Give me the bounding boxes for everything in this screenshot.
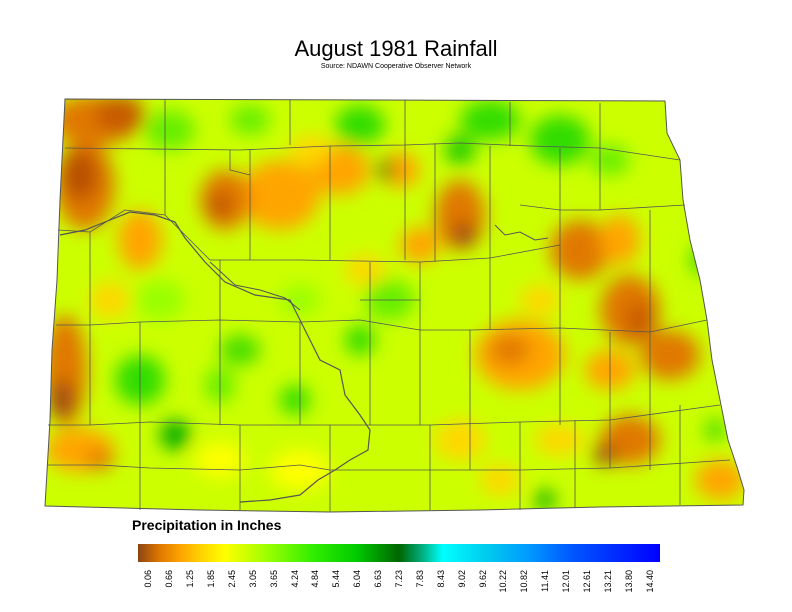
map-source: Source: NDAWN Cooperative Observer Netwo…: [320, 63, 472, 70]
rainfall-surface: [45, 99, 744, 512]
legend-tick-label: 9.02: [456, 570, 467, 588]
map-title: August 1981 Rainfall: [294, 36, 498, 61]
missouri-river: [59, 211, 371, 503]
legend-tick-label: 5.44: [331, 570, 342, 588]
precipitation-map: [44, 98, 745, 513]
legend-tick-label: 14.40: [644, 570, 655, 593]
legend-tick-label: 6.04: [352, 570, 363, 588]
legend-tick-label: 10.22: [498, 570, 509, 593]
county-boundaries: [47, 99, 731, 512]
legend-tick-label: 1.85: [206, 570, 217, 588]
legend-tick-label: 9.62: [477, 570, 488, 588]
legend-tick-label: 7.23: [394, 570, 404, 588]
legend-tick-label: 10.82: [519, 570, 530, 593]
legend-tick-label: 0.66: [164, 570, 175, 588]
legend-tick-label: 4.84: [310, 570, 321, 588]
legend-tick-label: 3.05: [247, 570, 258, 588]
legend-tick-label: 6.63: [373, 570, 384, 588]
legend-tick-label: 12.61: [581, 570, 592, 593]
legend-tick-label: 13.21: [602, 570, 613, 593]
legend-tick-label: 2.45: [226, 570, 237, 588]
legend-tick-label: 8.43: [435, 570, 446, 588]
legend-tick-label: 0.06: [143, 570, 154, 588]
legend-title: Precipitation in Inches: [132, 517, 282, 533]
legend-tick-label: 3.65: [268, 570, 279, 588]
lake-sakakawea: [209, 261, 301, 311]
state-outline: [44, 98, 745, 513]
legend-tick-label: 12.01: [561, 570, 572, 593]
legend-tick-label: 13.80: [623, 570, 634, 593]
devils-lake: [494, 224, 549, 241]
legend-tick-label: 4.24: [289, 570, 300, 588]
legend-tick-label: 7.83: [414, 570, 425, 588]
color-scale-bar: [138, 544, 660, 562]
legend-tick-label: 11.41: [540, 570, 551, 592]
legend-tick-label: 1.25: [185, 570, 196, 588]
